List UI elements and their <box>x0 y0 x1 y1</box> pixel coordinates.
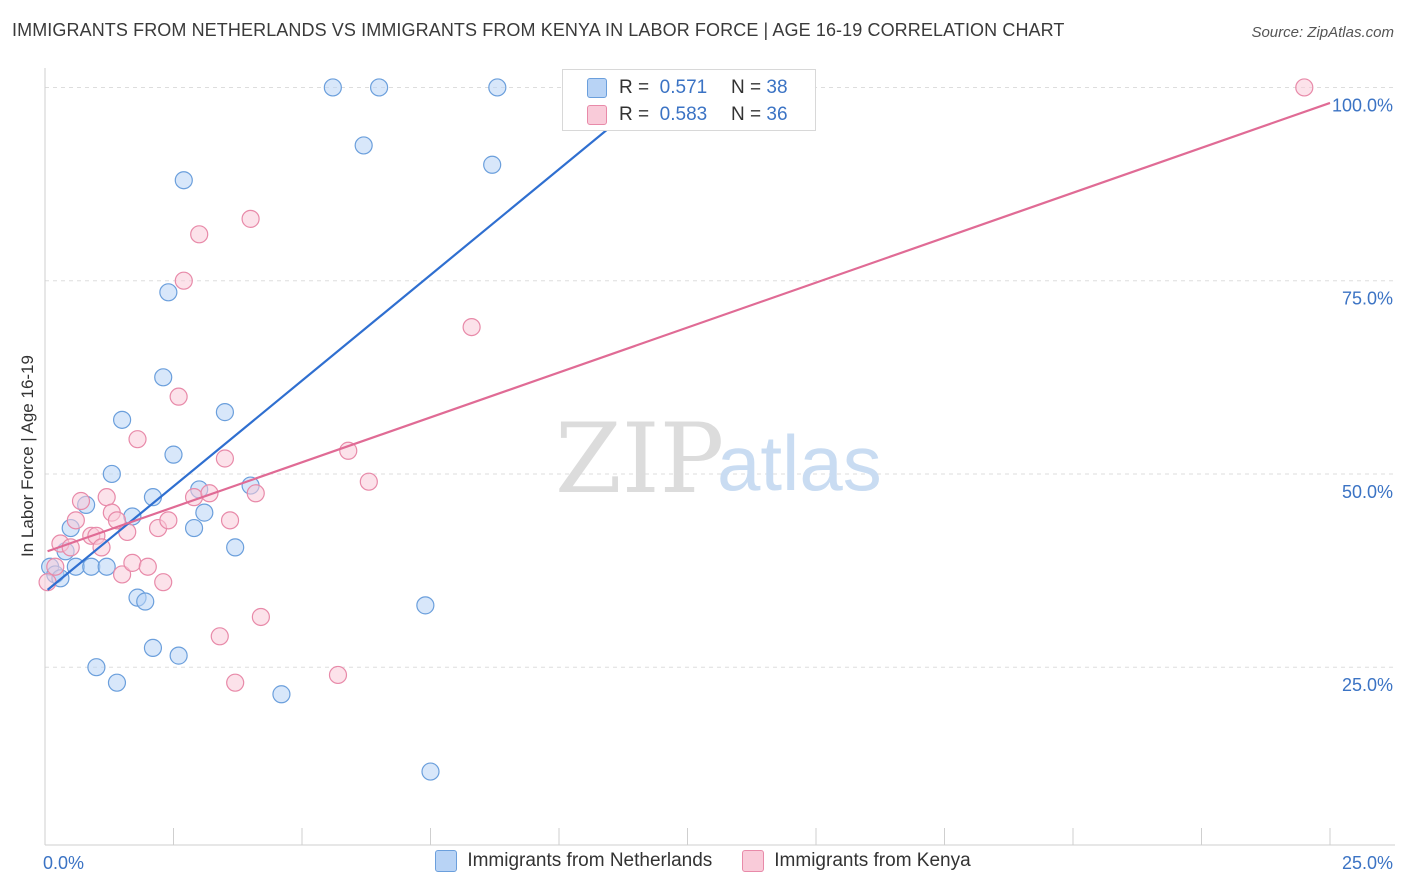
data-point <box>462 317 481 337</box>
legend-item-netherlands: Immigrants from Netherlands <box>435 850 712 872</box>
y-axis-label: In Labor Force | Age 16-19 <box>18 355 37 557</box>
data-point <box>483 155 502 174</box>
data-point <box>66 511 85 530</box>
data-point <box>359 472 378 491</box>
data-point <box>272 685 291 704</box>
stats-n-netherlands: N = 38 <box>731 77 788 98</box>
x-tick-label: 25.0% <box>1342 853 1393 873</box>
watermark-atlas: atlas <box>717 419 882 507</box>
stats-r-kenya: R = 0.583 <box>619 104 708 125</box>
data-point <box>164 445 183 464</box>
data-point <box>154 573 173 592</box>
data-point <box>112 565 132 584</box>
data-point <box>215 403 234 422</box>
data-point <box>184 518 204 538</box>
data-point <box>82 557 101 576</box>
data-point <box>195 503 214 522</box>
data-point <box>97 557 116 576</box>
data-point <box>169 387 188 406</box>
data-point <box>136 592 155 611</box>
data-point <box>123 553 142 572</box>
data-point <box>354 136 373 155</box>
legend-swatch-kenya <box>742 850 765 872</box>
data-point <box>328 665 348 685</box>
chart-legend: Immigrants from Netherlands Immigrants f… <box>0 850 1406 872</box>
data-point <box>112 410 132 429</box>
data-point <box>226 673 245 692</box>
data-point <box>190 225 209 244</box>
data-point <box>102 464 121 484</box>
trend-line-kenya <box>47 101 1331 553</box>
data-point <box>488 78 507 97</box>
legend-label-kenya: Immigrants from Kenya <box>774 850 971 871</box>
stats-box: R = 0.571 N = 38 R = 0.583 N = 36 <box>562 69 816 131</box>
data-point <box>200 484 219 503</box>
data-point <box>159 511 178 530</box>
data-point <box>87 658 106 677</box>
series-netherlands <box>41 78 615 781</box>
data-point <box>226 538 245 557</box>
y-tick-label: 75.0% <box>1342 289 1393 309</box>
data-point <box>215 449 234 468</box>
data-point <box>159 283 178 302</box>
data-point <box>323 78 342 97</box>
stats-swatch-netherlands <box>587 78 607 98</box>
data-point <box>138 557 157 576</box>
data-point <box>370 78 389 97</box>
data-point <box>97 488 116 507</box>
y-tick-label: 100.0% <box>1332 95 1393 115</box>
data-point <box>128 430 147 449</box>
chart-title: IMMIGRANTS FROM NETHERLANDS VS IMMIGRANT… <box>12 20 1065 40</box>
trend-line-netherlands <box>46 71 678 591</box>
stats-r-netherlands: R = 0.571 <box>619 77 708 98</box>
y-tick-label: 50.0% <box>1342 482 1393 502</box>
data-point <box>169 646 188 665</box>
axes: 25.0% 50.0% 75.0% 100.0% 0.0% 25.0% <box>43 68 1395 873</box>
data-point <box>143 638 163 657</box>
data-point <box>251 607 270 627</box>
data-point <box>174 271 193 290</box>
stats-n-kenya: N = 36 <box>731 104 788 125</box>
watermark-zip: ZIP <box>555 403 724 515</box>
grid-lines <box>45 86 1395 668</box>
data-point <box>241 209 260 228</box>
watermark: ZIP atlas <box>555 403 882 515</box>
data-point <box>1295 78 1314 97</box>
data-point <box>210 627 229 646</box>
data-point <box>61 538 80 557</box>
data-point <box>154 368 173 387</box>
data-point <box>220 511 240 530</box>
data-point <box>416 596 435 615</box>
data-point <box>107 673 127 692</box>
data-point <box>421 762 440 781</box>
legend-item-kenya: Immigrants from Kenya <box>742 850 971 872</box>
legend-label-netherlands: Immigrants from Netherlands <box>467 850 713 871</box>
data-point <box>71 491 91 511</box>
source-label: Source: ZipAtlas.com <box>1251 24 1394 41</box>
data-point <box>46 557 65 576</box>
stats-swatch-kenya <box>587 105 607 125</box>
series-kenya <box>38 78 1314 692</box>
y-tick-label: 25.0% <box>1342 675 1393 695</box>
trend-lines <box>46 71 1331 591</box>
data-point <box>246 484 265 503</box>
data-point <box>38 573 57 592</box>
data-point <box>174 171 193 190</box>
legend-swatch-netherlands <box>435 850 458 872</box>
x-tick-label: 0.0% <box>43 853 84 873</box>
